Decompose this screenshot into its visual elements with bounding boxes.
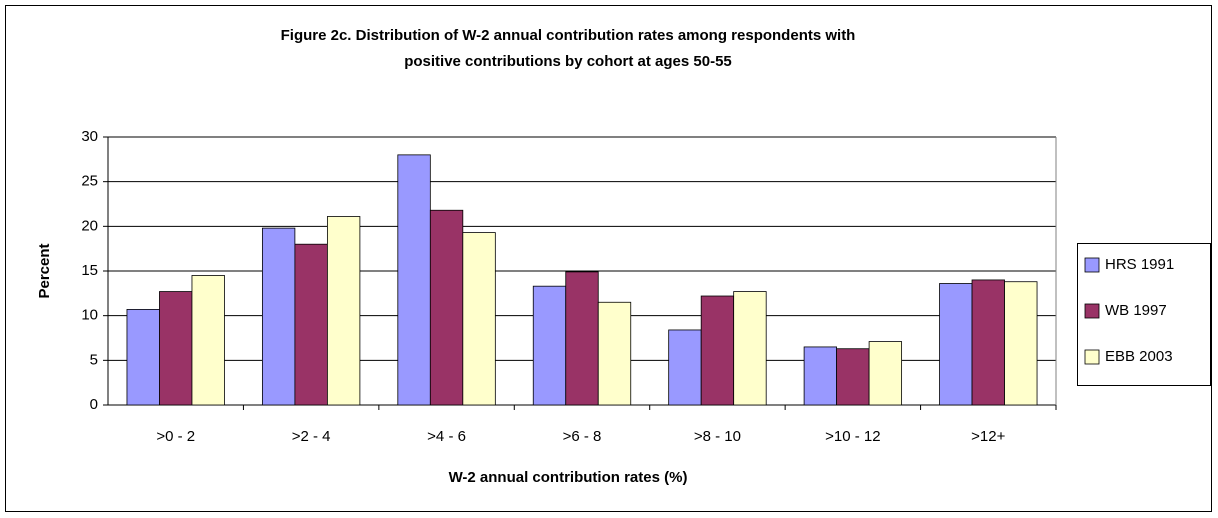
- bar: [1004, 281, 1038, 406]
- x-tick-label: >10 - 12: [825, 428, 880, 445]
- bar: [429, 209, 464, 406]
- bar: [803, 346, 838, 406]
- bar: [868, 341, 903, 406]
- chart-title: Figure 2c. Distribution of W-2 annual co…: [281, 27, 856, 44]
- legend-label: HRS 1991: [1105, 256, 1174, 273]
- bar: [532, 285, 567, 406]
- bar: [939, 283, 973, 406]
- x-tick-label: >6 - 8: [563, 428, 602, 445]
- x-tick-label: >8 - 10: [694, 428, 741, 445]
- bar: [597, 301, 632, 406]
- bar: [971, 279, 1005, 406]
- legend-swatch: [1084, 349, 1100, 365]
- bar: [836, 348, 870, 406]
- bar: [700, 295, 735, 406]
- x-tick-label: >2 - 4: [292, 428, 331, 445]
- bar: [261, 227, 296, 406]
- bar: [462, 232, 496, 406]
- y-tick-label: 20: [81, 217, 98, 234]
- bar: [294, 243, 328, 406]
- legend-label: WB 1997: [1105, 302, 1167, 319]
- chart-title: positive contributions by cohort at ages…: [404, 53, 732, 70]
- x-tick-label: >12+: [971, 428, 1005, 445]
- x-tick-label: >4 - 6: [427, 428, 466, 445]
- bar: [159, 291, 193, 406]
- y-tick-label: 15: [81, 262, 98, 279]
- bar: [191, 275, 225, 406]
- bar: [668, 329, 702, 406]
- bar: [733, 291, 767, 406]
- legend-swatch: [1084, 303, 1100, 319]
- bar: [565, 271, 599, 406]
- y-tick-label: 10: [81, 307, 98, 324]
- x-tick-label: >0 - 2: [156, 428, 195, 445]
- chart-border: [5, 5, 1212, 512]
- y-axis-label: Percent: [36, 243, 53, 298]
- y-tick-label: 30: [81, 128, 98, 145]
- y-tick-label: 5: [90, 351, 98, 368]
- legend-swatch: [1084, 257, 1100, 273]
- legend-box: [1077, 243, 1211, 386]
- bar: [397, 154, 431, 406]
- y-tick-label: 25: [81, 173, 98, 190]
- x-axis-label: W-2 annual contribution rates (%): [449, 469, 688, 486]
- bar: [126, 309, 160, 406]
- y-tick-label: 0: [90, 396, 98, 413]
- bar: [326, 216, 361, 406]
- legend-label: EBB 2003: [1105, 348, 1173, 365]
